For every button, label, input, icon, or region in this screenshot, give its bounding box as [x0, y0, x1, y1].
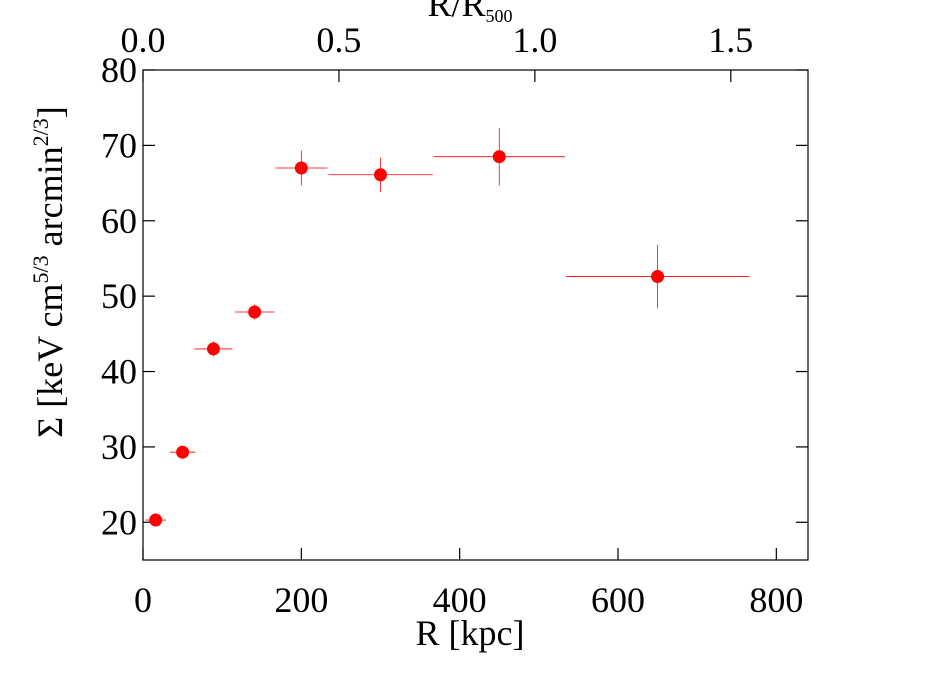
x2-tick-label: 0.0 — [121, 20, 166, 60]
x-tick-label: 200 — [274, 580, 328, 620]
y-tick-label: 30 — [101, 427, 137, 467]
point — [248, 305, 262, 319]
x2-tick-label: 0.5 — [316, 20, 361, 60]
point — [206, 342, 220, 356]
x2-axis-label: R/R500 — [427, 0, 512, 26]
point — [176, 445, 190, 459]
y-tick-label: 40 — [101, 352, 137, 392]
y-axis-label: Σ [keV cm5/3 arcmin2/3] — [28, 106, 70, 437]
point — [492, 150, 506, 164]
point — [651, 270, 665, 284]
point — [294, 161, 308, 175]
y-tick-label: 70 — [101, 125, 137, 165]
x2-tick-label: 1.0 — [512, 20, 557, 60]
x-axis-label: R [kpc] — [416, 613, 525, 653]
y-tick-label: 50 — [101, 276, 137, 316]
x-tick-label: 800 — [749, 580, 803, 620]
y-tick-label: 60 — [101, 201, 137, 241]
x-tick-label: 400 — [433, 580, 487, 620]
point — [374, 168, 387, 182]
point — [149, 513, 163, 527]
plot-frame — [142, 69, 809, 561]
y-tick-label: 20 — [101, 502, 137, 542]
x2-tick-label: 1.5 — [708, 20, 753, 60]
x-tick-label: 600 — [591, 580, 645, 620]
y-tick-label: 80 — [101, 50, 137, 90]
x-tick-label: 0 — [134, 580, 152, 620]
